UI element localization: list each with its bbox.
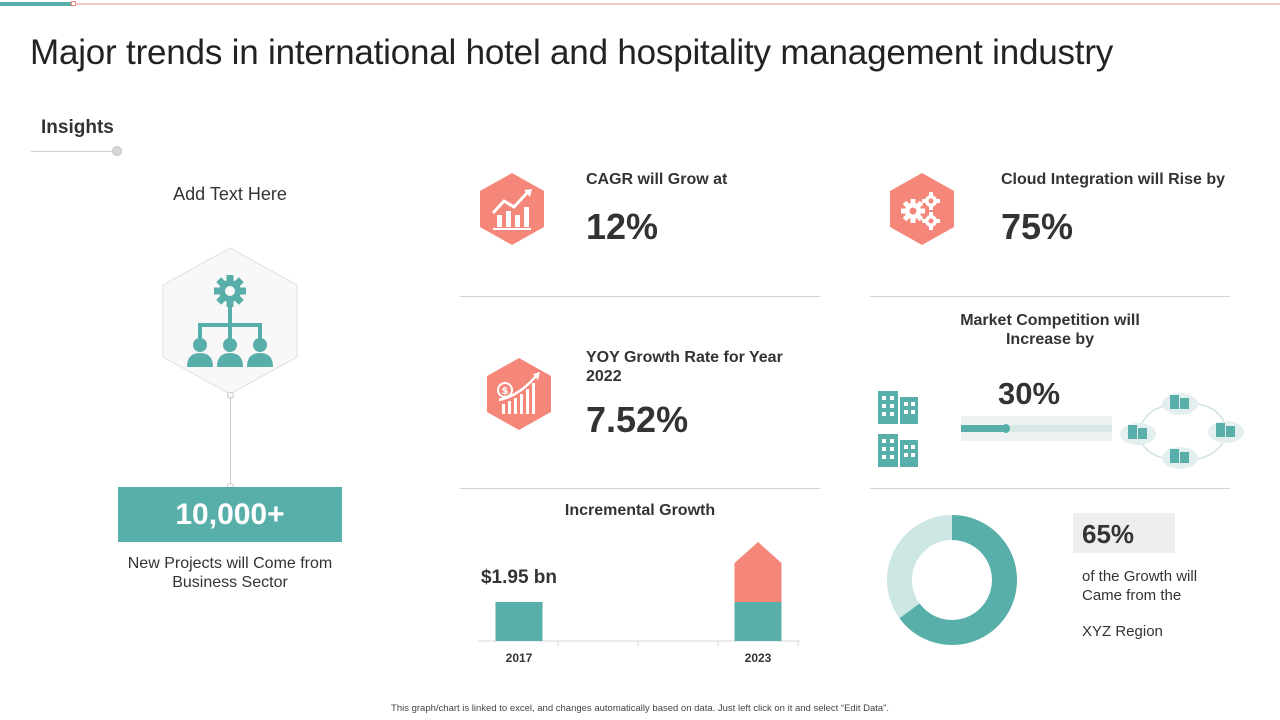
big-number-box: 10,000+	[118, 487, 342, 542]
bar-segment	[495, 602, 543, 641]
bar-segment	[734, 602, 782, 641]
region-value-box	[1073, 513, 1175, 553]
divider	[870, 488, 1230, 489]
progress-knob	[1002, 424, 1011, 433]
top-rule	[0, 3, 1280, 5]
cagr-label: CAGR will Grow at	[586, 171, 728, 188]
add-text-placeholder: Add Text Here	[173, 184, 287, 204]
cagr-value: 12%	[586, 206, 659, 247]
region-name: XYZ Region	[1082, 623, 1163, 640]
top-rule-accent	[0, 2, 72, 6]
x-tick-label: 2017	[506, 651, 533, 665]
market-competition-label: Market Competition will Increase by	[960, 312, 1140, 348]
market-competition-progress	[961, 416, 1112, 441]
chart-title: Incremental Growth	[564, 502, 716, 519]
dollar-growth-icon: $	[484, 356, 554, 432]
donut-hole	[913, 541, 991, 619]
market-competition-value: 30%	[998, 376, 1061, 411]
big-number-caption: New Projects will Come from Business Sec…	[127, 555, 333, 591]
x-tick-label: 2023	[745, 651, 772, 665]
insights-underline-dot	[112, 146, 122, 156]
buildings-icon	[876, 389, 922, 469]
divider	[460, 488, 820, 489]
progress-fill	[961, 425, 1007, 432]
bar-segment-arrow	[734, 542, 782, 602]
divider	[870, 296, 1230, 297]
network-icon	[1120, 390, 1245, 475]
gears-icon	[887, 171, 957, 247]
svg-text:$: $	[502, 386, 509, 397]
org-chart-gear-icon	[160, 245, 300, 397]
top-rule-marker	[71, 1, 76, 6]
donut-value-arc	[899, 515, 1017, 645]
growth-chart-icon	[477, 171, 547, 247]
cloud-label: Cloud Integration will Rise by	[1001, 171, 1226, 188]
insights-underline	[31, 151, 115, 152]
connector-line	[230, 396, 231, 486]
page-title: Major trends in international hotel and …	[30, 33, 1114, 72]
incremental-growth-chart: 2017 2023 $1.95 bn	[478, 542, 800, 665]
data-label: $1.95 bn	[481, 567, 557, 588]
region-value: 65%	[1082, 519, 1135, 549]
footnote: This graph/chart is linked to excel, and…	[391, 703, 889, 714]
yoy-value: 7.52%	[586, 399, 689, 440]
cloud-value: 75%	[1001, 206, 1074, 247]
divider	[460, 296, 820, 297]
yoy-label: YOY Growth Rate for Year 2022	[586, 349, 783, 385]
region-caption: of the Growth will Came from the	[1082, 568, 1198, 604]
region-donut-chart	[887, 515, 1017, 645]
insights-heading: Insights	[41, 117, 114, 138]
